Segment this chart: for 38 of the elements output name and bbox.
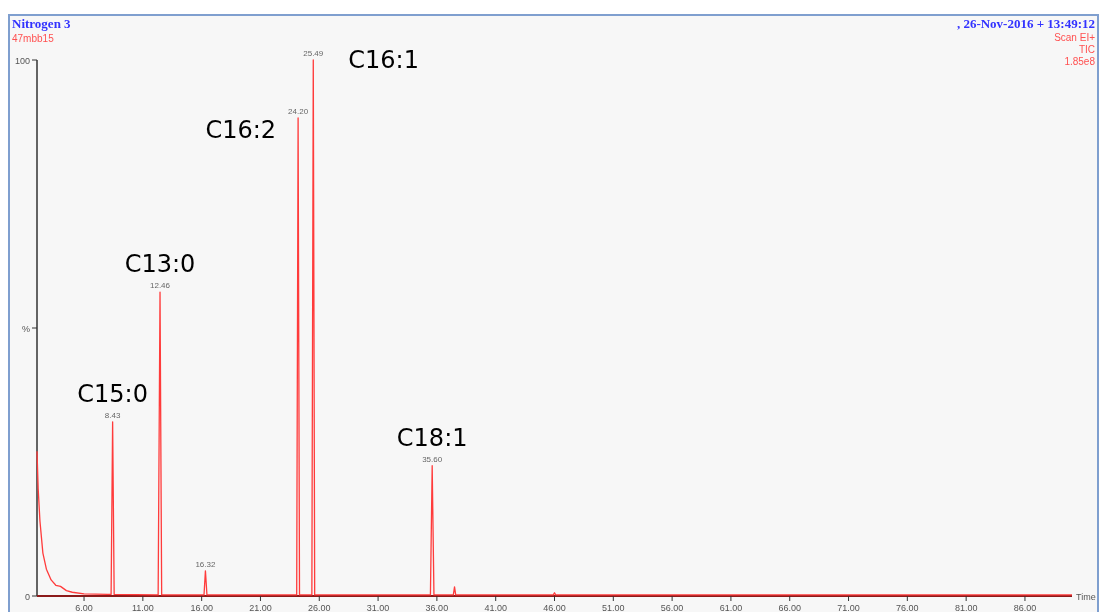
x-tick-label: 36.00 bbox=[425, 603, 449, 612]
y-tick-label: % bbox=[21, 323, 30, 334]
x-tick-label: 56.00 bbox=[660, 603, 684, 612]
annotation: C16:2 bbox=[205, 115, 277, 144]
text: Scan EI+ bbox=[1054, 32, 1096, 43]
annotation: 24.20 bbox=[288, 106, 309, 116]
y-tick-label: 100 bbox=[14, 55, 30, 66]
x-tick-label: 21.00 bbox=[249, 603, 272, 612]
annotation: 16.32 bbox=[195, 559, 216, 569]
annotation: C16:1 bbox=[348, 46, 419, 74]
annotation: C13:0 bbox=[124, 250, 196, 279]
annotation: C18:1 bbox=[396, 423, 468, 452]
x-axis-title: Time bbox=[1076, 592, 1096, 602]
x-tick-label: 76.00 bbox=[896, 603, 919, 612]
x-tick-label: 41.00 bbox=[484, 603, 507, 612]
x-tick-label: 46.00 bbox=[543, 603, 566, 612]
x-tick-label: 31.00 bbox=[366, 603, 390, 612]
annotation: 1.85e8 bbox=[1064, 56, 1096, 67]
text: TIC bbox=[1078, 44, 1095, 55]
annotation: 12.46 bbox=[150, 281, 171, 291]
x-tick-label: 66.00 bbox=[778, 603, 801, 612]
x-tick-label: 16.00 bbox=[190, 603, 213, 612]
y-tick-label: 0 bbox=[24, 591, 30, 602]
x-tick-label: 71.00 bbox=[837, 603, 860, 612]
x-tick-label: 81.00 bbox=[954, 603, 978, 612]
x-tick-label: 6.00 bbox=[75, 603, 93, 612]
annotation: C15:0 bbox=[77, 379, 148, 408]
annotation: 8.43 bbox=[104, 410, 121, 420]
x-tick-label: 26.00 bbox=[308, 603, 331, 612]
x-tick-label: 86.00 bbox=[1013, 603, 1037, 612]
x-tick-label: 51.00 bbox=[602, 603, 625, 612]
chart-title: Nitrogen 3 bbox=[12, 16, 72, 31]
text: , 26-Nov-2016 + 13:49:12 bbox=[956, 16, 1095, 31]
x-tick-label: 11.00 bbox=[131, 603, 154, 612]
annotation: 25.49 bbox=[303, 49, 324, 58]
annotation: 35.60 bbox=[422, 454, 443, 464]
chart-subtitle: 47mbb15 bbox=[12, 33, 55, 44]
x-tick-label: 61.00 bbox=[719, 603, 743, 612]
